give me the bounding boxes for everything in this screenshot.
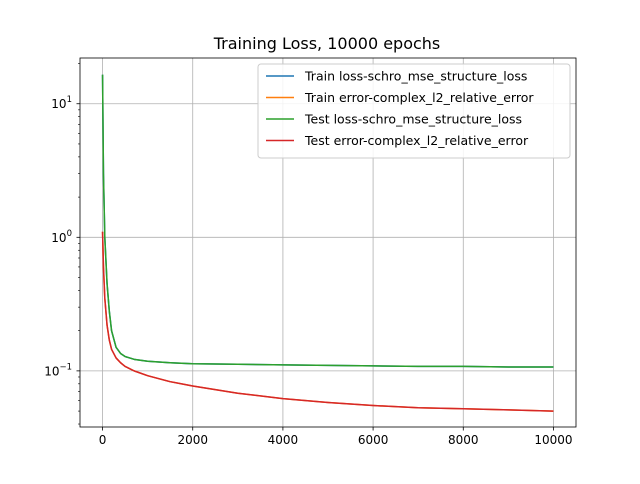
- series-line-3: [101, 231, 554, 412]
- legend-label-1: Train error-complex_l2_relative_error: [304, 90, 534, 105]
- legend-box: [257, 63, 571, 159]
- x-tick-label: 4000: [268, 433, 299, 447]
- y-tick-base: 10: [51, 231, 66, 245]
- y-tick-exponent: 0: [67, 229, 72, 239]
- y-tick-exponent: 1: [67, 95, 72, 105]
- y-tick-label: 100: [51, 229, 72, 245]
- legend-label-2: Test loss-schro_mse_structure_loss: [304, 112, 522, 127]
- x-tick-label: 10000: [534, 433, 572, 447]
- y-tick-base: 10: [44, 364, 59, 378]
- y-tick-exponent: −1: [59, 362, 72, 372]
- y-tick-label: 10−1: [44, 362, 72, 378]
- plot-frame: [79, 57, 577, 428]
- legend-label-0: Train loss-schro_mse_structure_loss: [304, 69, 527, 84]
- series-line-2: [101, 74, 554, 368]
- legend-label-3: Test error-complex_l2_relative_error: [304, 133, 529, 148]
- legend: Train loss-schro_mse_structure_loss Train…: [257, 63, 571, 159]
- y-tick-base: 10: [51, 97, 66, 111]
- x-tick-label: 2000: [177, 433, 208, 447]
- y-tick-label: 101: [51, 95, 72, 111]
- series-lines: [101, 74, 554, 412]
- x-tick-label: 0: [99, 433, 107, 447]
- x-tick-label: 8000: [448, 433, 479, 447]
- chart-title: Training Loss, 10000 epochs: [213, 34, 441, 53]
- x-tick-label: 6000: [358, 433, 389, 447]
